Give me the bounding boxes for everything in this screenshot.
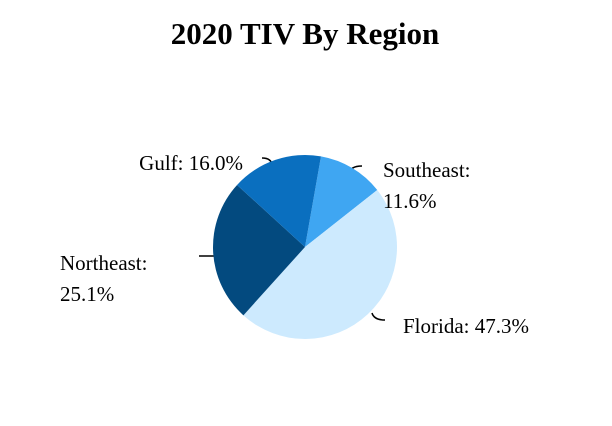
data-label: Northeast: 25.1% bbox=[60, 251, 147, 306]
pie-slice bbox=[213, 184, 305, 316]
pie-slice bbox=[237, 155, 321, 247]
data-label: Gulf: 16.0% bbox=[139, 151, 243, 175]
pie-slice bbox=[305, 156, 378, 247]
pie-slice bbox=[243, 190, 397, 340]
leader-line bbox=[371, 312, 386, 321]
chart-title: 2020 TIV By Region bbox=[171, 16, 439, 51]
data-label: Florida: 47.3% bbox=[403, 314, 529, 338]
data-label: Southeast: 11.6% bbox=[383, 158, 471, 213]
